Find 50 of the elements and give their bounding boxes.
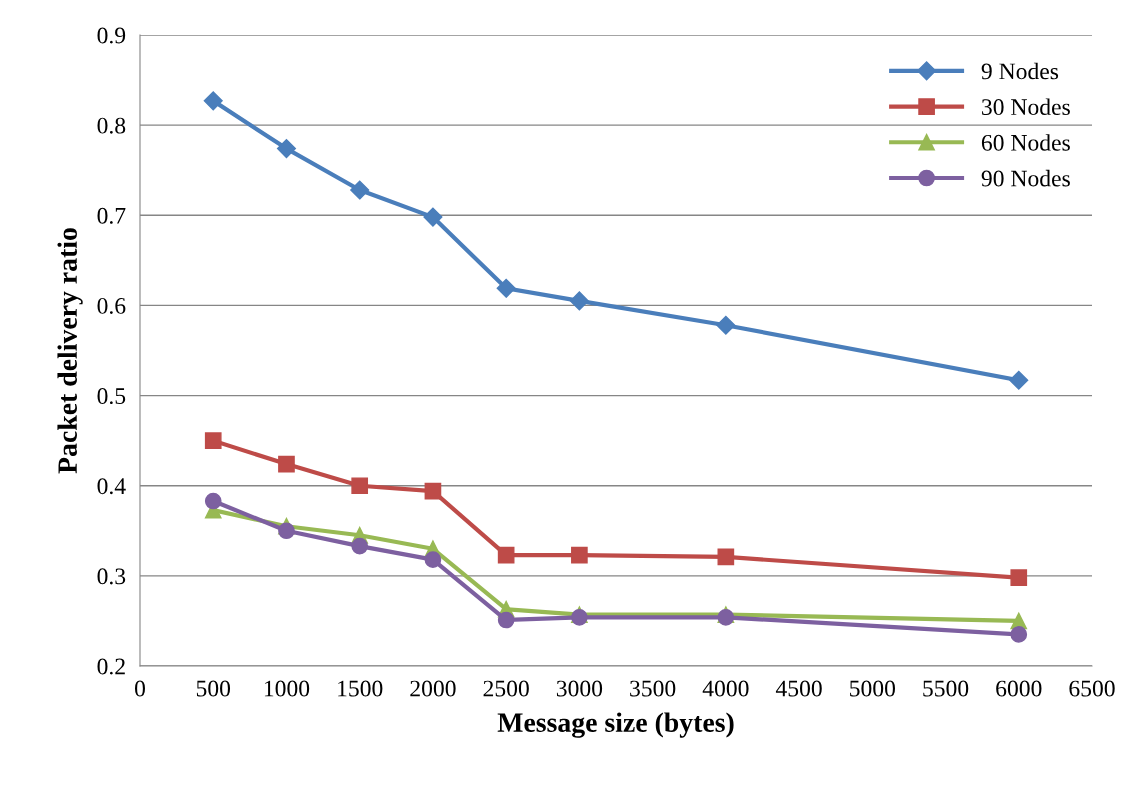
x-tick-label: 2500 <box>483 680 529 697</box>
point <box>351 477 369 495</box>
point <box>1010 626 1028 643</box>
point <box>496 278 516 298</box>
point <box>278 455 295 473</box>
point <box>278 522 295 540</box>
y-tick-label: 0.6 <box>97 297 126 314</box>
point <box>350 180 370 200</box>
point <box>423 207 443 227</box>
point <box>497 611 515 629</box>
legend-label: 60 Nodes <box>981 134 1070 151</box>
point <box>424 482 442 500</box>
point <box>351 537 369 555</box>
point <box>204 492 222 510</box>
y-tick-label: 0.5 <box>97 388 126 405</box>
point <box>1009 370 1029 390</box>
x-tick-label: 1000 <box>264 680 310 697</box>
x-tick-label: 500 <box>196 680 231 697</box>
y-tick-label: 0.4 <box>97 478 126 495</box>
x-tick-label: 3000 <box>556 680 603 697</box>
y-axis-title: Packet delivery ratio <box>57 228 83 474</box>
point <box>569 291 589 311</box>
y-tick-label: 0.9 <box>97 27 126 44</box>
y-tick-label: 0.2 <box>97 658 125 675</box>
x-tick-label: 0 <box>135 680 145 697</box>
x-tick-label: 6500 <box>1069 680 1115 697</box>
point <box>203 91 223 111</box>
point <box>497 546 515 564</box>
x-tick-label: 4000 <box>702 680 749 697</box>
point <box>716 315 736 335</box>
x-tick-label: 6000 <box>996 680 1042 697</box>
point <box>571 546 588 564</box>
point <box>1010 569 1028 586</box>
point <box>276 139 296 159</box>
x-tick-label: 5000 <box>850 680 896 697</box>
x-tick-label: 5500 <box>923 680 969 697</box>
point <box>424 551 442 568</box>
legend-label: 90 Nodes <box>981 169 1070 187</box>
y-tick-label: 0.7 <box>97 207 126 224</box>
x-tick-label: 3500 <box>630 680 676 697</box>
legend-label: 30 Nodes <box>982 98 1070 116</box>
point <box>204 432 222 449</box>
legend-label: 9 Nodes <box>981 62 1059 80</box>
point <box>717 548 735 566</box>
x-axis-title: Message size (bytes) <box>497 712 734 738</box>
y-tick-label: 0.8 <box>97 117 126 134</box>
y-tick-label: 0.3 <box>97 568 126 585</box>
x-tick-label: 1500 <box>338 680 383 697</box>
x-tick-label: 2000 <box>410 680 456 697</box>
x-tick-label: 4500 <box>775 680 822 697</box>
